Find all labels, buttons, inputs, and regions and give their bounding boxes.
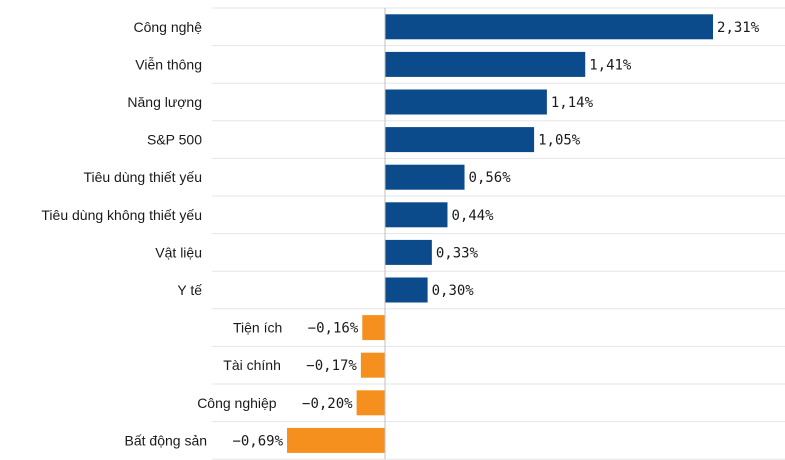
bar-positive [385,202,448,228]
bar-positive [385,277,428,303]
category-label: Tiêu dùng thiết yếu [83,169,202,185]
value-label: 0,56% [469,170,512,186]
bars [287,14,714,453]
gridlines [212,7,785,460]
value-label: 1,14% [551,95,594,111]
category-label: Tài chính [223,357,281,373]
value-label: 1,41% [589,57,632,73]
category-label: Bất động sản [125,432,208,448]
category-label: Viễn thông [135,56,202,72]
bar-positive [385,89,547,115]
bar-negative [360,352,385,378]
labels: Công nghệ 2,31% Viễn thông 1,41% Năng lượng 1… [41,19,759,450]
value-label: 0,33% [436,245,479,261]
value-label: −0,69% [232,433,283,449]
bar-positive [385,51,586,77]
category-label: Công nghiệp [197,395,277,411]
bar-negative [356,390,385,416]
category-label: Tiêu dùng không thiết yếu [41,207,202,223]
bar-positive [385,164,465,190]
bar-positive [385,127,535,153]
value-label: 2,31% [717,20,760,36]
category-label: S&P 500 [147,132,202,148]
value-label: −0,17% [306,358,357,374]
value-label: 1,05% [538,133,581,149]
bar-positive [385,239,432,265]
bar-negative [287,427,385,453]
category-label: Vật liệu [155,244,202,260]
value-label: 0,44% [451,208,494,224]
category-label: Tiện ích [233,320,282,336]
category-label: Công nghệ [133,19,202,35]
value-label: −0,16% [308,321,359,337]
value-label: −0,20% [302,396,353,412]
category-label: Y tế [177,282,202,298]
value-label: 0,30% [432,283,475,299]
category-label: Năng lượng [127,94,202,110]
bar-positive [385,14,714,40]
bar-negative [362,315,385,341]
